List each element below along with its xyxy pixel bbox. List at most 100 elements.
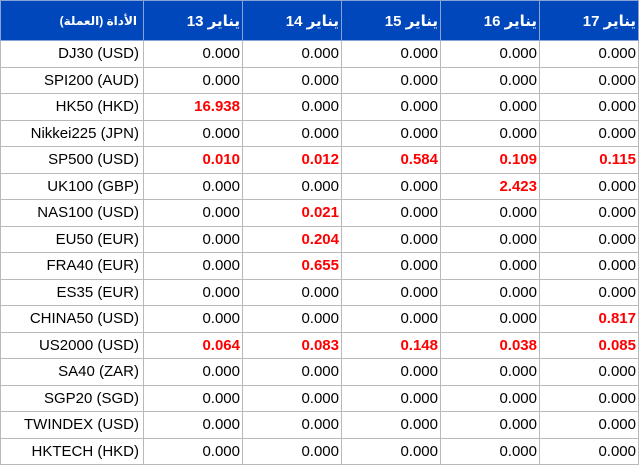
value-cell: 0.000 bbox=[242, 384, 342, 412]
date-column-header: 13 يناير bbox=[143, 0, 243, 41]
value-cell: 0.000 bbox=[341, 199, 441, 227]
value-cell: 0.000 bbox=[143, 40, 243, 68]
value-cell: 0.000 bbox=[440, 93, 540, 121]
date-column-header: 14 يناير bbox=[242, 0, 342, 41]
date-column-header: 17 يناير bbox=[539, 0, 639, 41]
value-cell: 0.000 bbox=[143, 119, 243, 147]
value-cell: 0.064 bbox=[143, 331, 243, 359]
value-cell: 0.000 bbox=[539, 172, 639, 200]
table-row: SGP20 (SGD) 0.000 0.000 0.000 0.000 0.000 bbox=[0, 384, 639, 412]
instrument-name-cell: DJ30 (USD) bbox=[0, 40, 144, 68]
table-row: NAS100 (USD) 0.000 0.021 0.000 0.000 0.000 bbox=[0, 199, 639, 227]
value-cell: 0.000 bbox=[440, 225, 540, 253]
value-cell: 0.000 bbox=[341, 278, 441, 306]
value-cell: 0.021 bbox=[242, 199, 342, 227]
value-cell: 0.000 bbox=[539, 40, 639, 68]
value-cell: 16.938 bbox=[143, 93, 243, 121]
value-cell: 0.000 bbox=[242, 93, 342, 121]
value-cell: 0.000 bbox=[242, 278, 342, 306]
value-cell: 2.423 bbox=[440, 172, 540, 200]
table-body: DJ30 (USD) 0.000 0.000 0.000 0.000 0.000 SPI20… bbox=[0, 40, 639, 465]
value-cell: 0.000 bbox=[143, 199, 243, 227]
value-cell: 0.000 bbox=[440, 119, 540, 147]
table-row: HK50 (HKD) 16.938 0.000 0.000 0.000 0.000 bbox=[0, 93, 639, 121]
value-cell: 0.000 bbox=[440, 437, 540, 465]
instrument-name-cell: TWINDEX (USD) bbox=[0, 411, 144, 439]
table-row: UK100 (GBP) 0.000 0.000 0.000 2.423 0.000 bbox=[0, 172, 639, 200]
instrument-name-cell: Nikkei225 (JPN) bbox=[0, 119, 144, 147]
table-row: ES35 (EUR) 0.000 0.000 0.000 0.000 0.000 bbox=[0, 278, 639, 306]
table-row: FRA40 (EUR) 0.000 0.655 0.000 0.000 0.000 bbox=[0, 252, 639, 280]
instrument-name-cell: SP500 (USD) bbox=[0, 146, 144, 174]
value-cell: 0.000 bbox=[539, 437, 639, 465]
table-row: CHINA50 (USD) 0.000 0.000 0.000 0.000 0.817 bbox=[0, 305, 639, 333]
date-column-header: 16 يناير bbox=[440, 0, 540, 41]
value-cell: 0.000 bbox=[539, 225, 639, 253]
value-cell: 0.000 bbox=[242, 358, 342, 386]
value-cell: 0.000 bbox=[242, 66, 342, 94]
value-cell: 0.000 bbox=[341, 66, 441, 94]
header-row: الأداة (العملة) 13 يناير 14 يناير 15 ينا… bbox=[0, 0, 639, 41]
table-row: TWINDEX (USD) 0.000 0.000 0.000 0.000 0.000 bbox=[0, 411, 639, 439]
value-cell: 0.115 bbox=[539, 146, 639, 174]
value-cell: 0.204 bbox=[242, 225, 342, 253]
value-cell: 0.000 bbox=[539, 384, 639, 412]
value-cell: 0.000 bbox=[143, 225, 243, 253]
value-cell: 0.000 bbox=[143, 305, 243, 333]
value-cell: 0.000 bbox=[341, 225, 441, 253]
table-row: Nikkei225 (JPN) 0.000 0.000 0.000 0.000 0.000 bbox=[0, 119, 639, 147]
value-cell: 0.000 bbox=[440, 305, 540, 333]
instrument-name-cell: HK50 (HKD) bbox=[0, 93, 144, 121]
value-cell: 0.000 bbox=[440, 199, 540, 227]
value-cell: 0.000 bbox=[539, 199, 639, 227]
value-cell: 0.000 bbox=[539, 119, 639, 147]
value-cell: 0.000 bbox=[341, 252, 441, 280]
value-cell: 0.000 bbox=[440, 384, 540, 412]
value-cell: 0.085 bbox=[539, 331, 639, 359]
value-cell: 0.000 bbox=[539, 252, 639, 280]
value-cell: 0.817 bbox=[539, 305, 639, 333]
instrument-name-cell: SPI200 (AUD) bbox=[0, 66, 144, 94]
value-cell: 0.000 bbox=[143, 252, 243, 280]
instrument-name-cell: ES35 (EUR) bbox=[0, 278, 144, 306]
instrument-column-header: الأداة (العملة) bbox=[0, 0, 144, 41]
table-row: SA40 (ZAR) 0.000 0.000 0.000 0.000 0.000 bbox=[0, 358, 639, 386]
instrument-name-cell: SGP20 (SGD) bbox=[0, 384, 144, 412]
instrument-name-cell: FRA40 (EUR) bbox=[0, 252, 144, 280]
value-cell: 0.000 bbox=[143, 172, 243, 200]
date-column-header: 15 يناير bbox=[341, 0, 441, 41]
value-cell: 0.012 bbox=[242, 146, 342, 174]
instrument-name-cell: UK100 (GBP) bbox=[0, 172, 144, 200]
value-cell: 0.000 bbox=[341, 172, 441, 200]
table-row: SP500 (USD) 0.010 0.012 0.584 0.109 0.115 bbox=[0, 146, 639, 174]
value-cell: 0.000 bbox=[341, 411, 441, 439]
value-cell: 0.000 bbox=[539, 66, 639, 94]
value-cell: 0.000 bbox=[242, 40, 342, 68]
instrument-name-cell: HKTECH (HKD) bbox=[0, 437, 144, 465]
value-cell: 0.000 bbox=[242, 172, 342, 200]
value-cell: 0.000 bbox=[143, 66, 243, 94]
value-cell: 0.000 bbox=[539, 411, 639, 439]
value-cell: 0.000 bbox=[539, 278, 639, 306]
value-cell: 0.083 bbox=[242, 331, 342, 359]
value-cell: 0.038 bbox=[440, 331, 540, 359]
value-cell: 0.000 bbox=[440, 66, 540, 94]
value-cell: 0.000 bbox=[143, 437, 243, 465]
value-cell: 0.000 bbox=[242, 119, 342, 147]
value-cell: 0.000 bbox=[143, 411, 243, 439]
instrument-name-cell: US2000 (USD) bbox=[0, 331, 144, 359]
value-cell: 0.000 bbox=[440, 252, 540, 280]
value-cell: 0.000 bbox=[440, 278, 540, 306]
value-cell: 0.000 bbox=[242, 437, 342, 465]
value-cell: 0.000 bbox=[539, 358, 639, 386]
value-cell: 0.000 bbox=[242, 411, 342, 439]
value-cell: 0.000 bbox=[539, 93, 639, 121]
instrument-name-cell: EU50 (EUR) bbox=[0, 225, 144, 253]
value-cell: 0.000 bbox=[440, 358, 540, 386]
table-row: EU50 (EUR) 0.000 0.204 0.000 0.000 0.000 bbox=[0, 225, 639, 253]
value-cell: 0.000 bbox=[341, 358, 441, 386]
value-cell: 0.000 bbox=[341, 40, 441, 68]
table-row: HKTECH (HKD) 0.000 0.000 0.000 0.000 0.000 bbox=[0, 437, 639, 465]
value-cell: 0.000 bbox=[143, 358, 243, 386]
